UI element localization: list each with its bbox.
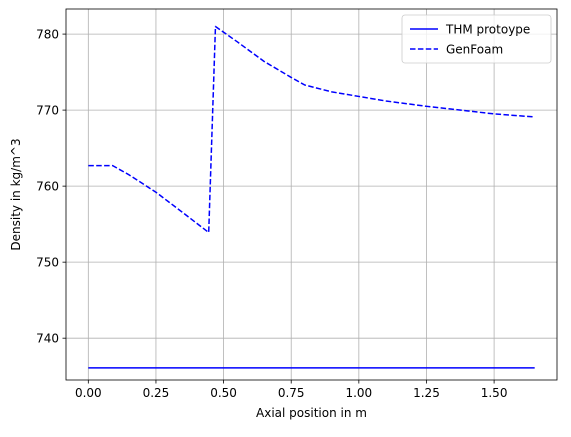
y-tick-label: 750 <box>36 255 59 269</box>
y-tick-label: 780 <box>36 27 59 41</box>
legend-label: THM protoype <box>445 22 530 36</box>
series-layer <box>88 25 535 369</box>
x-tick-label: 0.50 <box>210 386 237 400</box>
y-tick-label: 760 <box>36 179 59 193</box>
x-tick-label: 1.00 <box>345 386 372 400</box>
x-tick-label: 0.00 <box>75 386 102 400</box>
legend-label: GenFoam <box>446 42 503 56</box>
x-tick-label: 1.50 <box>481 386 508 400</box>
x-axis-label: Axial position in m <box>256 406 367 420</box>
y-axis-label: Density in kg/m^3 <box>9 138 23 250</box>
grid <box>66 9 557 380</box>
x-tick-label: 0.25 <box>143 386 170 400</box>
y-tick-label: 740 <box>36 331 59 345</box>
x-tick-label: 0.75 <box>278 386 305 400</box>
ticks: 0.00 0.25 0.50 0.75 1.00 1.25 1.50 740 750 760 770… <box>36 27 507 400</box>
legend-box <box>401 14 552 64</box>
x-tick-label: 1.25 <box>413 386 440 400</box>
series-line-genfoam <box>88 25 535 234</box>
legend: THM protoype GenFoam <box>401 14 552 64</box>
y-tick-label: 770 <box>36 103 59 117</box>
plot-frame <box>65 8 558 381</box>
